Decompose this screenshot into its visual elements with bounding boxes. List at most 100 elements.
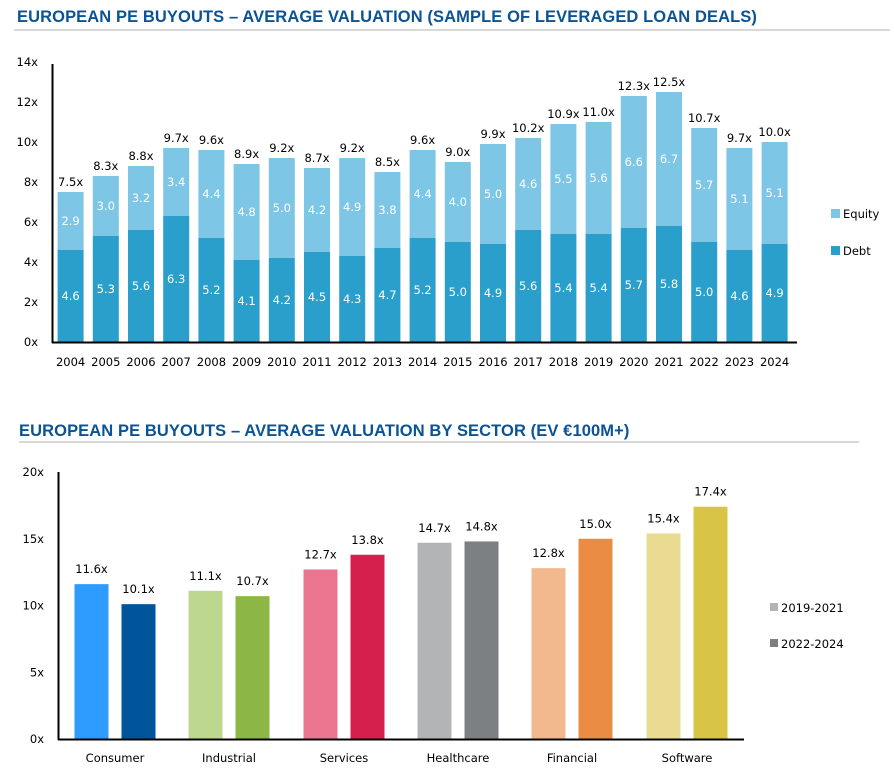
y-tick-label: 14x (17, 55, 39, 69)
data-label-total: 8.7x (304, 151, 329, 165)
data-label-equity: 4.4 (413, 187, 431, 201)
bar-debt (128, 230, 154, 342)
data-label-debt: 4.2 (273, 293, 291, 307)
data-label-2019-2021: 11.1x (189, 569, 222, 583)
data-label-2022-2024: 10.7x (236, 574, 269, 588)
bar-equity (92, 176, 119, 236)
legend-label-2019-2021: 2019-2021 (781, 601, 844, 615)
bar-equity (409, 150, 436, 238)
bar-equity (691, 128, 718, 242)
bar-debt (374, 248, 401, 342)
y-tick-label: 10x (23, 599, 45, 613)
data-label-2019-2021: 11.6x (75, 562, 108, 576)
bar-2022-2024 (464, 541, 499, 739)
x-tick-label: 2017 (514, 355, 543, 369)
x-tick-label: 2018 (549, 355, 578, 369)
data-label-equity: 4.0 (449, 195, 467, 209)
x-tick-label: 2014 (408, 355, 437, 369)
data-label-equity: 5.0 (484, 187, 502, 201)
data-label-equity: 4.6 (519, 177, 537, 191)
x-tick-label: 2012 (338, 355, 367, 369)
y-tick-label: 4x (24, 255, 38, 269)
data-label-debt: 4.6 (61, 289, 79, 303)
legend-swatch-debt (831, 246, 840, 255)
bar-equity (480, 144, 506, 244)
data-label-debt: 6.3 (167, 272, 185, 286)
x-tick-label: 2004 (56, 355, 85, 369)
data-label-debt: 4.9 (484, 286, 502, 300)
data-label-debt: 4.7 (378, 288, 396, 302)
bar-2022-2024 (350, 554, 385, 739)
bar-debt (656, 226, 682, 342)
bar-debt (304, 252, 330, 342)
y-tick-label: 15x (23, 532, 45, 546)
data-label-equity: 5.6 (589, 171, 607, 185)
data-label-debt: 5.0 (695, 285, 713, 299)
bar-2022-2024 (693, 506, 728, 739)
data-label-debt: 5.6 (519, 279, 537, 293)
bar-2019-2021 (74, 584, 109, 739)
bar-debt (620, 228, 647, 342)
bar-equity (620, 96, 647, 228)
data-label-2022-2024: 15.0x (579, 517, 612, 531)
bar-2019-2021 (531, 568, 566, 739)
bar-equity (585, 122, 612, 234)
data-label-2022-2024: 17.4x (694, 485, 727, 499)
legend-label-debt: Debt (843, 244, 871, 258)
x-tick-label: 2016 (478, 355, 507, 369)
data-label-equity: 5.5 (554, 172, 572, 186)
data-label-equity: 4.2 (308, 203, 326, 217)
data-label-total: 9.7x (164, 131, 189, 145)
x-tick-label: Consumer (86, 751, 145, 765)
x-tick-label: 2009 (232, 355, 261, 369)
data-label-total: 9.7x (727, 131, 752, 145)
chart1-legend: Equity Debt (831, 207, 880, 258)
bar-debt (163, 216, 190, 342)
x-tick-label: 2005 (91, 355, 120, 369)
data-label-2022-2024: 14.8x (465, 519, 498, 533)
bar-2022-2024 (578, 538, 613, 739)
bar-equity (163, 148, 190, 216)
data-label-total: 9.9x (480, 127, 505, 141)
data-label-equity: 4.9 (343, 200, 361, 214)
x-tick-label: 2011 (302, 355, 331, 369)
bar-equity (515, 138, 542, 230)
chart2-title-rule (19, 441, 859, 443)
bar-debt (92, 236, 119, 342)
bar-debt (585, 234, 612, 342)
data-label-total: 8.9x (234, 147, 259, 161)
legend-swatch-2019-2021 (770, 603, 778, 611)
data-label-equity: 6.6 (625, 155, 643, 169)
data-label-2022-2024: 13.8x (351, 533, 384, 547)
bar-2022-2024 (121, 604, 156, 739)
data-label-debt: 5.4 (589, 281, 607, 295)
x-tick-label: 2022 (690, 355, 719, 369)
bar-debt (726, 250, 753, 342)
data-label-total: 9.0x (445, 145, 470, 159)
data-label-equity: 3.8 (378, 203, 396, 217)
legend-swatch-equity (831, 209, 840, 218)
chart2-legend: 2019-2021 2022-2024 (770, 601, 844, 651)
data-label-debt: 4.9 (765, 286, 783, 300)
legend-label-equity: Equity (843, 207, 880, 221)
y-tick-label: 2x (24, 295, 38, 309)
data-label-equity: 5.0 (273, 201, 291, 215)
x-tick-label: Software (662, 751, 713, 765)
bar-debt (761, 244, 788, 342)
data-label-debt: 5.8 (660, 277, 678, 291)
bar-2019-2021 (188, 590, 223, 739)
data-label-debt: 5.6 (132, 279, 150, 293)
x-tick-label: 2006 (126, 355, 155, 369)
data-label-equity: 5.1 (730, 192, 748, 206)
bar-equity (550, 124, 577, 234)
bar-equity (761, 142, 788, 244)
data-label-debt: 4.6 (730, 289, 748, 303)
y-tick-label: 0x (30, 732, 44, 746)
bar-debt (233, 260, 260, 342)
chart1-title-rule (14, 29, 890, 31)
bar-debt (409, 238, 436, 342)
data-label-total: 12.3x (618, 79, 651, 93)
x-tick-label: 2010 (267, 355, 296, 369)
data-label-total: 8.5x (375, 155, 400, 169)
bar-equity (726, 148, 753, 250)
